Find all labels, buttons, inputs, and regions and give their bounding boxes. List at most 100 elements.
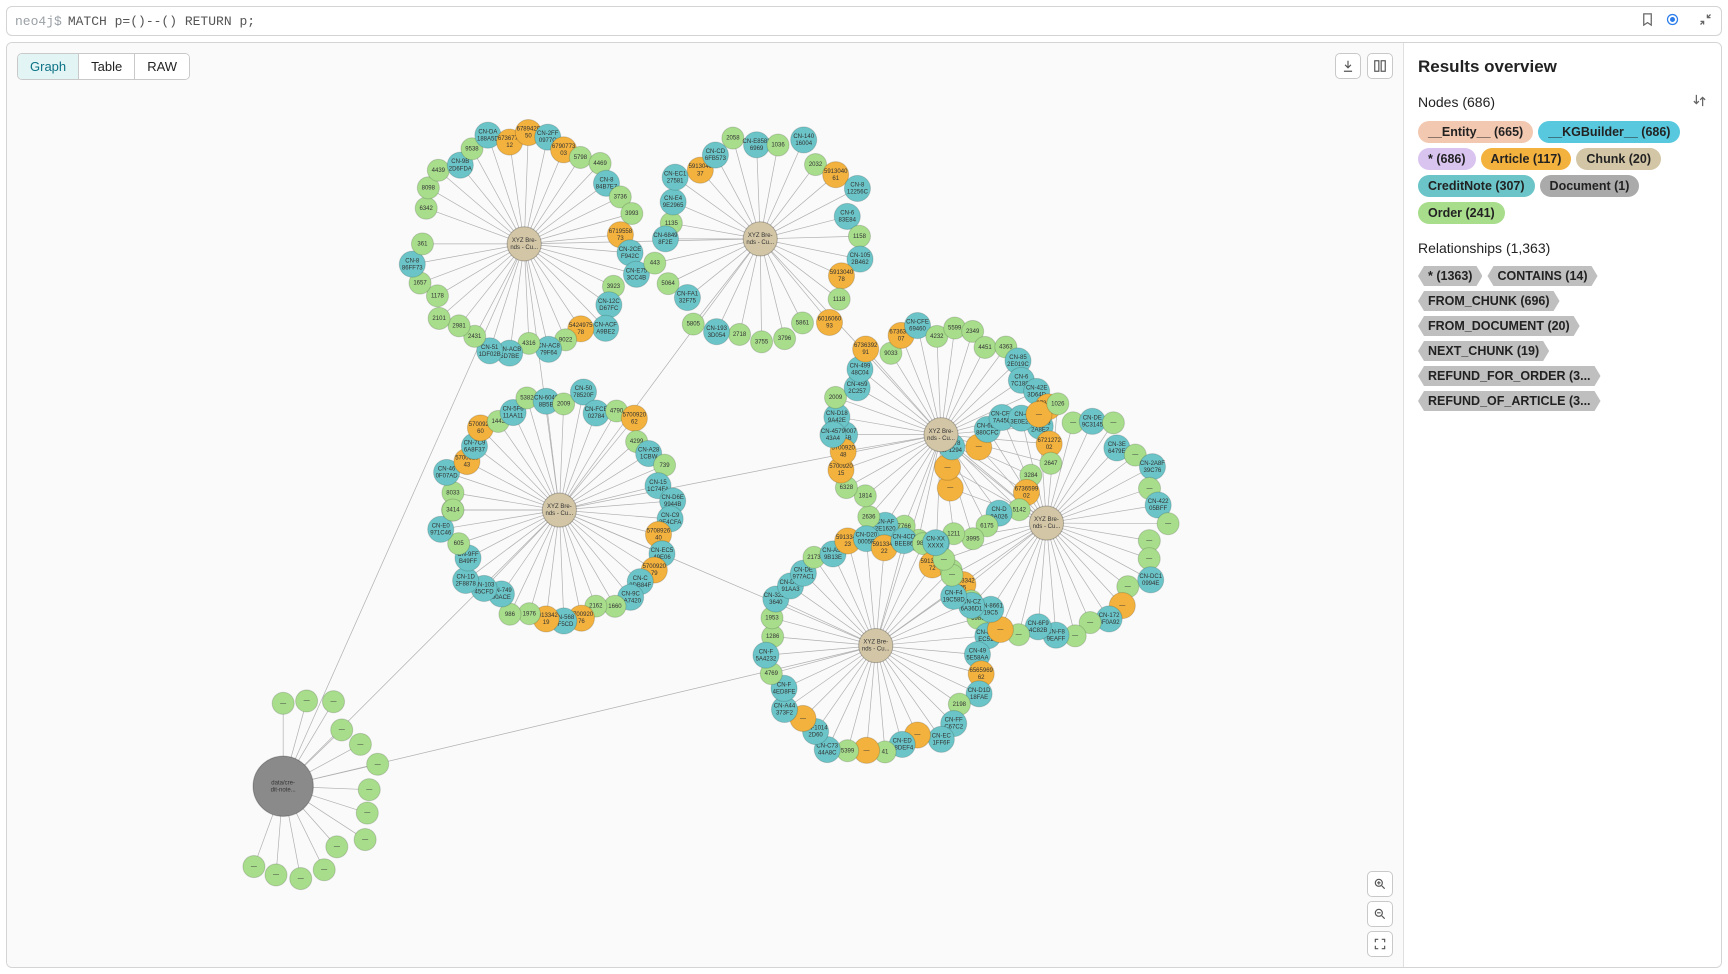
rel-chip[interactable]: * (1363) bbox=[1418, 266, 1482, 286]
node-chip[interactable]: Chunk (20) bbox=[1576, 148, 1661, 170]
rel-count-label: Relationships (1,363) bbox=[1418, 240, 1550, 256]
graph-node[interactable]: CN-2A8F39C76 bbox=[1139, 454, 1165, 480]
graph-node[interactable]: 601606093 bbox=[816, 309, 842, 335]
node-chip[interactable]: __Entity__ (665) bbox=[1418, 121, 1533, 143]
export-button[interactable] bbox=[1335, 53, 1361, 79]
graph-node[interactable]: — bbox=[331, 719, 353, 741]
layout-button[interactable] bbox=[1367, 53, 1393, 79]
node-chip[interactable]: Document (1) bbox=[1540, 175, 1640, 197]
graph-node[interactable]: 1026 bbox=[1047, 393, 1069, 415]
graph-node[interactable]: 5861 bbox=[791, 312, 813, 334]
graph-node[interactable]: 591304078 bbox=[828, 263, 854, 289]
graph-node[interactable]: CN-E49E2965 bbox=[660, 189, 686, 215]
graph-node[interactable]: CN-457943A4 bbox=[820, 422, 846, 448]
node-chip[interactable]: * (686) bbox=[1418, 148, 1476, 170]
node-chip[interactable]: Article (117) bbox=[1481, 148, 1572, 170]
node-chip[interactable]: CreditNote (307) bbox=[1418, 175, 1535, 197]
graph-node[interactable]: 673639291 bbox=[853, 336, 879, 362]
tab-raw[interactable]: RAW bbox=[135, 54, 189, 79]
graph-node[interactable]: — bbox=[1102, 412, 1124, 434]
graph-node[interactable]: CN-812256C bbox=[844, 175, 870, 201]
zoom-in-button[interactable] bbox=[1367, 871, 1393, 897]
graph-node[interactable]: CN-ACFA9BE2 bbox=[593, 315, 619, 341]
graph-node[interactable]: — bbox=[349, 733, 371, 755]
graph-node[interactable]: 2647 bbox=[1040, 452, 1062, 474]
graph-node[interactable]: 570092062 bbox=[621, 405, 647, 431]
graph-node[interactable]: 3414 bbox=[442, 499, 464, 521]
graph-node[interactable]: CN-DE9C3145 bbox=[1079, 408, 1105, 434]
graph-node[interactable]: XYZ Bre-nds - Cu... bbox=[507, 227, 541, 261]
fit-button[interactable] bbox=[1367, 931, 1393, 957]
graph-canvas[interactable]: 634280984439CN-9B2D6FDA9538CN-DA188A5D67… bbox=[7, 43, 1403, 967]
graph-node[interactable]: — bbox=[358, 779, 380, 801]
collapse-icon[interactable] bbox=[1698, 12, 1713, 30]
rel-chip[interactable]: CONTAINS (14) bbox=[1487, 266, 1597, 286]
graph-node[interactable]: CN-68498F2E bbox=[652, 226, 678, 252]
query-text[interactable]: MATCH p=()--() RETURN p; bbox=[68, 14, 1640, 29]
graph-area[interactable]: Graph Table RAW bbox=[7, 43, 1403, 967]
target-icon[interactable] bbox=[1665, 12, 1680, 30]
graph-node[interactable]: 2101 bbox=[428, 307, 450, 329]
graph-node[interactable]: — bbox=[1157, 513, 1179, 535]
graph-node[interactable]: 361 bbox=[411, 233, 433, 255]
graph-node[interactable]: CN-F5A4232 bbox=[753, 642, 779, 668]
graph-node[interactable]: 1036 bbox=[767, 134, 789, 156]
graph-node[interactable]: 3995 bbox=[962, 528, 984, 550]
graph-node[interactable]: 4451 bbox=[974, 336, 996, 358]
rel-chip[interactable]: NEXT_CHUNK (19) bbox=[1418, 341, 1549, 361]
graph-node[interactable]: 443 bbox=[644, 252, 666, 274]
graph-node[interactable]: 5805 bbox=[682, 313, 704, 335]
zoom-out-button[interactable] bbox=[1367, 901, 1393, 927]
graph-node[interactable]: 3796 bbox=[774, 328, 796, 350]
rel-chip[interactable]: FROM_CHUNK (696) bbox=[1418, 291, 1560, 311]
graph-node[interactable]: — bbox=[243, 856, 265, 878]
graph-node[interactable]: — bbox=[326, 836, 348, 858]
graph-node[interactable]: CN-F419C58D bbox=[941, 583, 967, 609]
graph-node[interactable]: XYZ Bre-nds - Cu... bbox=[542, 493, 576, 527]
graph-node[interactable]: 3755 bbox=[751, 331, 773, 353]
tab-graph[interactable]: Graph bbox=[18, 54, 79, 79]
graph-node[interactable]: — bbox=[265, 864, 287, 886]
sort-icon[interactable] bbox=[1692, 93, 1707, 111]
graph-node[interactable]: XYZ Bre-nds - Cu... bbox=[743, 222, 777, 256]
rel-chip[interactable]: REFUND_OF_ARTICLE (3... bbox=[1418, 391, 1601, 411]
node-chip[interactable]: __KGBuilder__ (686) bbox=[1538, 121, 1680, 143]
graph-node[interactable]: — bbox=[356, 802, 378, 824]
tab-table[interactable]: Table bbox=[79, 54, 135, 79]
rel-chip[interactable]: FROM_DOCUMENT (20) bbox=[1418, 316, 1580, 336]
bookmark-icon[interactable] bbox=[1640, 12, 1655, 30]
graph-node[interactable]: 2058 bbox=[722, 127, 744, 149]
graph-node[interactable]: 2636 bbox=[858, 506, 880, 528]
graph-node[interactable]: CN-XXXXXX bbox=[923, 530, 949, 556]
graph-node[interactable]: — bbox=[296, 690, 318, 712]
graph-node[interactable]: 1118 bbox=[828, 288, 850, 310]
node-chip[interactable]: Order (241) bbox=[1418, 202, 1505, 224]
graph-node[interactable]: 1158 bbox=[848, 225, 870, 247]
graph-node[interactable]: 5064 bbox=[657, 273, 679, 295]
graph-node[interactable]: CN-EC127581 bbox=[662, 164, 688, 190]
graph-node[interactable]: — bbox=[272, 692, 294, 714]
rel-chip[interactable]: REFUND_FOR_ORDER (3... bbox=[1418, 366, 1601, 386]
graph-node[interactable]: 2981 bbox=[448, 315, 470, 337]
graph-node[interactable]: 1976 bbox=[518, 603, 540, 625]
graph-node[interactable]: 6342 bbox=[415, 197, 437, 219]
graph-node[interactable]: CN-14016004 bbox=[791, 127, 817, 153]
graph-node[interactable]: 5798 bbox=[569, 146, 591, 168]
graph-node[interactable]: — bbox=[322, 691, 344, 713]
graph-node[interactable]: 3993 bbox=[621, 202, 643, 224]
graph-node[interactable]: — bbox=[313, 859, 335, 881]
graph-node[interactable]: CN-12CD67FC bbox=[596, 292, 622, 318]
graph-node[interactable]: CN-1933D054 bbox=[704, 319, 730, 345]
graph-node[interactable]: XYZ Bre-nds - Cu... bbox=[1029, 506, 1063, 540]
graph-node[interactable]: 2009 bbox=[824, 386, 846, 408]
graph-node[interactable]: 4439 bbox=[427, 159, 449, 181]
graph-node[interactable]: — bbox=[290, 868, 312, 890]
graph-node[interactable]: XYZ Bre-nds - Cu... bbox=[924, 418, 958, 452]
graph-node[interactable]: 2718 bbox=[728, 323, 750, 345]
graph-node[interactable]: — bbox=[367, 753, 389, 775]
graph-node[interactable]: CN-EC1FF6F bbox=[928, 726, 954, 752]
graph-node[interactable]: XYZ Bre-nds - Cu... bbox=[859, 629, 893, 663]
graph-node[interactable]: data/cre-dit-note... bbox=[253, 756, 313, 816]
graph-node[interactable]: CN-DC10994E bbox=[1138, 567, 1164, 593]
graph-node[interactable]: — bbox=[354, 829, 376, 851]
